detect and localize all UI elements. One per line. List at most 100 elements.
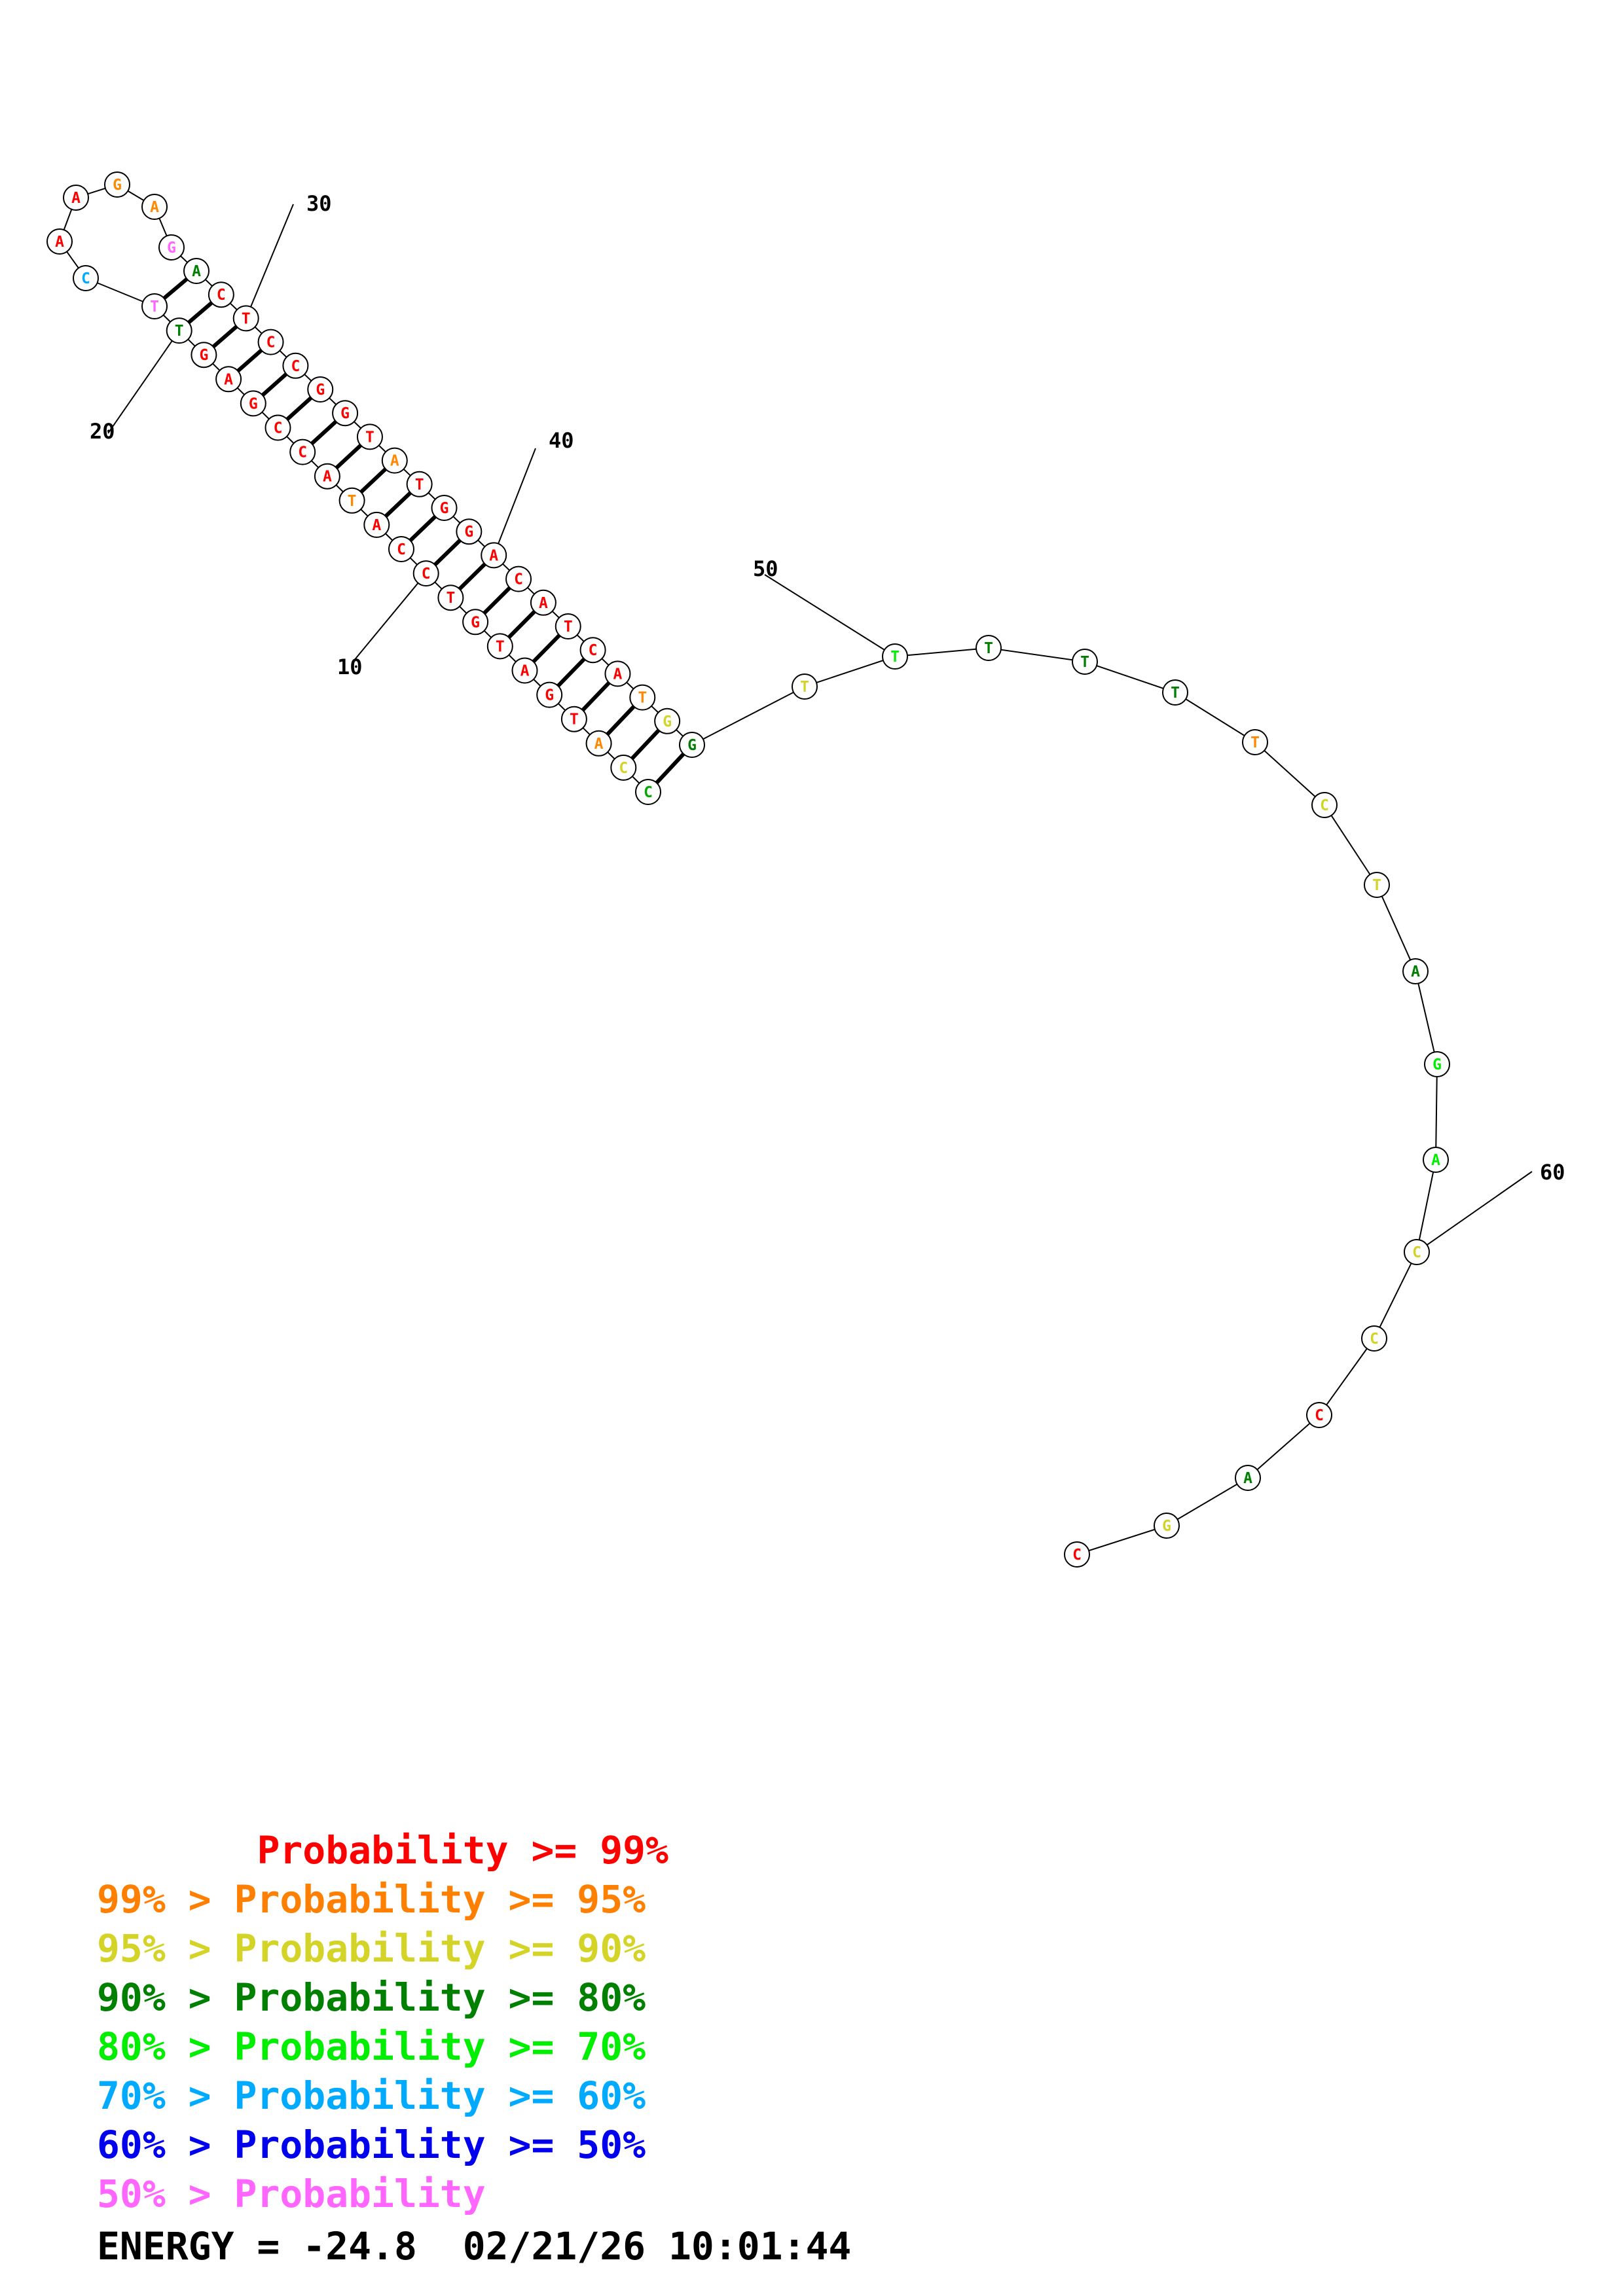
backbone-segment — [1175, 692, 1256, 743]
nucleotide-letter: T — [1171, 685, 1180, 702]
nucleotide-55: C — [1311, 792, 1338, 818]
nucleotide-letter: G — [316, 382, 325, 399]
legend-text: 95% > Probability >= 90% — [97, 1926, 646, 1971]
base-pair-bond — [187, 301, 213, 325]
nucleotide-59: A — [1423, 1147, 1449, 1173]
nucleotide-circle — [73, 265, 99, 291]
base-pair-bond — [532, 634, 561, 664]
base-pair-bond — [458, 562, 486, 591]
nucleotide-circle — [560, 706, 587, 732]
base-pair-bond — [606, 705, 636, 736]
position-label: 30 — [306, 191, 332, 216]
nucleotide-circle — [289, 439, 316, 465]
nucleotide-circle — [462, 609, 489, 636]
nucleotide-1: C — [635, 779, 661, 805]
nucleotide-circle — [579, 637, 606, 664]
nucleotide-circle — [363, 511, 390, 538]
nucleotide-56: T — [1364, 872, 1390, 898]
base-pair-bond — [310, 420, 338, 445]
nucleotide-letter: G — [464, 524, 473, 541]
nucleotide-circle — [610, 754, 637, 781]
nucleotide-letter: G — [663, 713, 672, 730]
position-label: 10 — [337, 655, 363, 679]
nucleotide-letter: C — [266, 334, 276, 351]
nucleotide-letter: G — [167, 240, 176, 257]
nucleotide-43: T — [555, 613, 581, 639]
legend-entry-90: 95% > Probability >= 90% — [97, 1924, 668, 1973]
nucleotide-4: T — [560, 706, 587, 732]
nucleotide-46: T — [629, 684, 656, 711]
nucleotide-letter: T — [984, 640, 993, 657]
nucleotide-circle — [1423, 1147, 1449, 1173]
nucleotide-20: T — [166, 317, 192, 344]
nucleotide-24: A — [63, 185, 89, 211]
nucleotide-letter: T — [242, 310, 251, 327]
base-pair-bond — [556, 657, 586, 688]
nucleotide-49: T — [792, 673, 818, 700]
position-tick-line — [245, 204, 294, 319]
base-pair-bond — [507, 610, 536, 639]
nucleotide-circle — [314, 463, 340, 490]
nucleotide-circle — [629, 684, 656, 711]
nucleotide-circle — [338, 487, 365, 514]
nucleotide-letter: C — [619, 760, 628, 777]
nucleotide-circle — [635, 779, 661, 805]
nucleotide-letter: A — [192, 263, 201, 280]
nucleotide-letter: T — [638, 690, 647, 707]
nucleotide-21: T — [141, 293, 168, 319]
nucleotide-41: C — [505, 565, 532, 592]
nucleotide-circle — [1242, 729, 1268, 755]
nucleotide-letter: G — [440, 500, 449, 517]
legend-entry-below-50: 50% > Probability — [97, 2170, 668, 2219]
nucleotide-circle — [1306, 1402, 1332, 1428]
nucleotide-circle — [511, 657, 538, 684]
nucleotide-circle — [1154, 1513, 1180, 1539]
base-pair-bond — [433, 539, 462, 566]
nucleotide-45: A — [604, 660, 631, 687]
nucleotide-circle — [456, 518, 483, 545]
nucleotide-circle — [481, 542, 507, 569]
nucleotide-circle — [530, 589, 556, 616]
base-pair-bond — [384, 491, 412, 518]
energy-timestamp-footer: ENERGY = -24.8 02/21/26 10:01:44 — [97, 2224, 852, 2269]
backbone-segment — [1084, 661, 1176, 693]
nucleotide-34: G — [332, 400, 359, 427]
backbone-segment — [988, 647, 1085, 662]
nucleotide-letter: C — [1315, 1407, 1324, 1424]
nucleotide-circle — [282, 352, 309, 379]
nucleotide-circle — [536, 681, 563, 708]
nucleotide-letter: T — [1250, 734, 1260, 751]
nucleotide-25: G — [104, 171, 130, 198]
nucleotide-12: A — [363, 511, 390, 538]
nucleotide-circle — [406, 471, 433, 497]
base-pair-bond — [483, 586, 511, 615]
backbone-segment — [1254, 742, 1325, 806]
nucleotide-letter: A — [1243, 1470, 1252, 1487]
nucleotide-circle — [679, 732, 705, 758]
position-tick-line — [764, 574, 896, 657]
nucleotide-circle — [141, 293, 168, 319]
nucleotide-13: T — [338, 487, 365, 514]
nucleotide-letter: C — [514, 571, 523, 588]
nucleotide-letter: T — [1080, 654, 1089, 671]
nucleotide-60: C — [1404, 1239, 1430, 1265]
position-label: 20 — [90, 419, 115, 444]
position-ticks: 10 20 30 40 50 60 — [90, 191, 1565, 1253]
nucleotide-19: G — [191, 342, 217, 368]
backbone-segment — [1166, 1477, 1249, 1526]
nucleotide-28: A — [183, 258, 210, 284]
legend-entry-80: 90% > Probability >= 80% — [97, 1973, 668, 2022]
nucleotide-letter: G — [340, 405, 350, 422]
nucleotide-letter: T — [564, 619, 573, 636]
nucleotide-57: A — [1402, 958, 1429, 984]
nucleotide-circle — [1235, 1465, 1261, 1491]
backbone-segment — [691, 686, 805, 745]
nucleotide-circle — [1361, 1325, 1387, 1352]
nucleotide-61: C — [1361, 1325, 1387, 1352]
nucleotide-30: T — [232, 305, 259, 332]
backbone-segment — [1376, 884, 1416, 972]
nucleotide-circle — [1424, 1051, 1450, 1077]
position-tick-line — [353, 573, 427, 662]
nucleotide-letter: A — [1431, 1152, 1440, 1169]
